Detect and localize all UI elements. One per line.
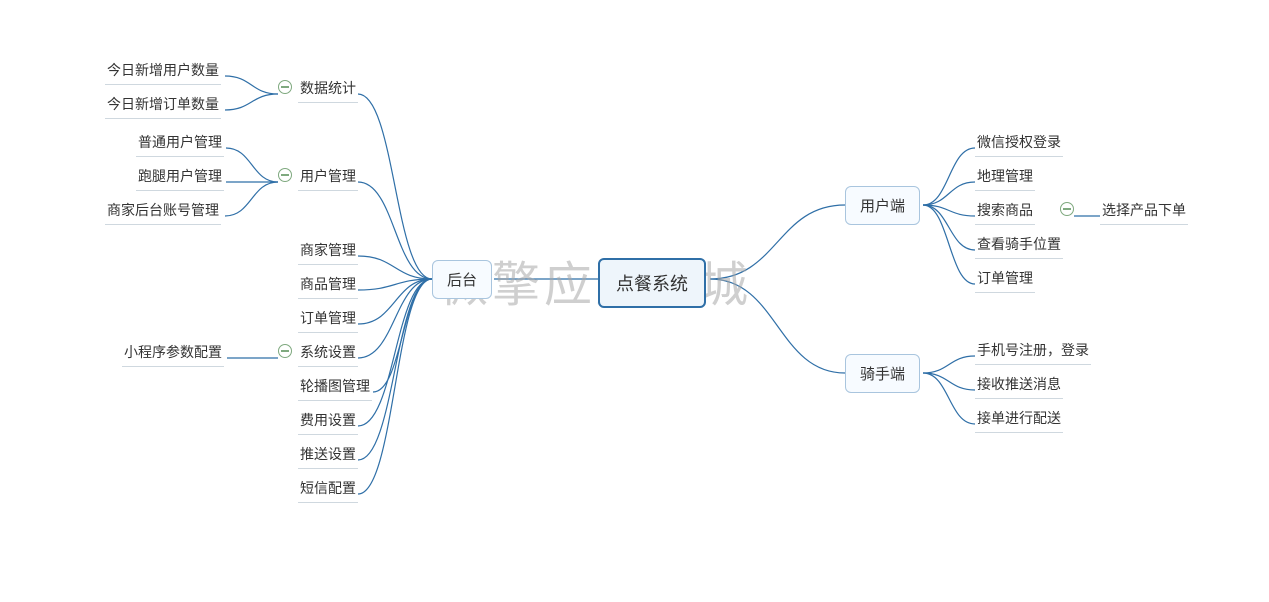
leaf-node-stats[interactable]: 数据统计 [298,76,358,103]
leaf-node-grandchild[interactable]: 选择产品下单 [1100,198,1188,225]
leaf-node-banner[interactable]: 轮播图管理 [298,374,372,401]
collapse-icon[interactable] [1060,202,1074,216]
leaf-node-goods[interactable]: 商品管理 [298,272,358,299]
branch-node-backend[interactable]: 后台 [432,260,492,299]
collapse-icon[interactable] [278,80,292,94]
leaf-node-grandchild[interactable]: 今日新增用户数量 [105,58,221,85]
leaf-node-usermgmt[interactable]: 用户管理 [298,164,358,191]
leaf-node-grandchild[interactable]: 今日新增订单数量 [105,92,221,119]
leaf-node-sms[interactable]: 短信配置 [298,476,358,503]
leaf-node-grandchild[interactable]: 商家后台账号管理 [105,198,221,225]
leaf-node-recv[interactable]: 接收推送消息 [975,372,1063,399]
collapse-icon[interactable] [278,344,292,358]
leaf-node-riderpos[interactable]: 查看骑手位置 [975,232,1063,259]
leaf-node-grandchild[interactable]: 小程序参数配置 [122,340,224,367]
leaf-node-merchant[interactable]: 商家管理 [298,238,358,265]
leaf-node-grandchild[interactable]: 普通用户管理 [136,130,224,157]
leaf-node-geo[interactable]: 地理管理 [975,164,1035,191]
leaf-node-phone[interactable]: 手机号注册，登录 [975,338,1091,365]
branch-node-client[interactable]: 用户端 [845,186,920,225]
leaf-node-push[interactable]: 推送设置 [298,442,358,469]
leaf-node-wxlogin[interactable]: 微信授权登录 [975,130,1063,157]
root-node[interactable]: 点餐系统 [598,258,706,308]
leaf-node-orders[interactable]: 订单管理 [298,306,358,333]
leaf-node-search[interactable]: 搜索商品 [975,198,1035,225]
leaf-node-fee[interactable]: 费用设置 [298,408,358,435]
leaf-node-grandchild[interactable]: 跑腿用户管理 [136,164,224,191]
collapse-icon[interactable] [278,168,292,182]
leaf-node-ordermgmt[interactable]: 订单管理 [975,266,1035,293]
leaf-node-deliver[interactable]: 接单进行配送 [975,406,1063,433]
branch-node-rider[interactable]: 骑手端 [845,354,920,393]
leaf-node-sysset[interactable]: 系统设置 [298,340,358,367]
